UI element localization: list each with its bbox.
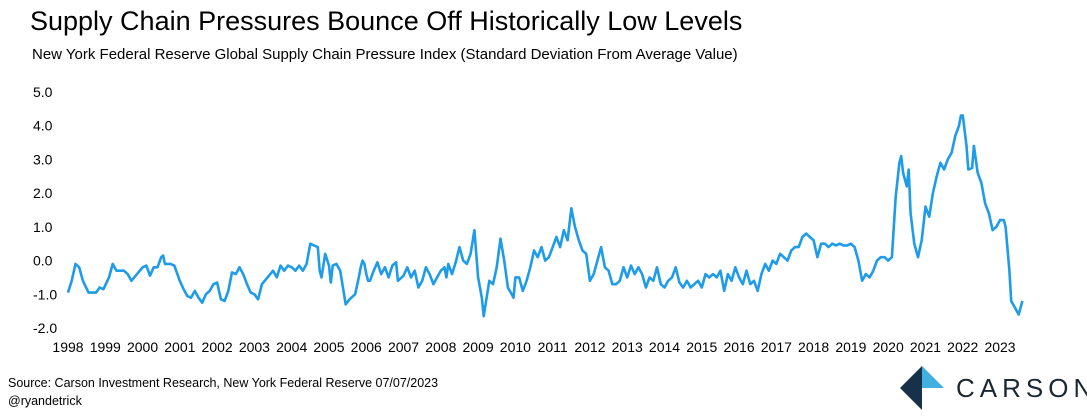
x-tick-label: 2011 [538, 339, 568, 355]
chart-subtitle: New York Federal Reserve Global Supply C… [32, 46, 738, 63]
x-tick-label: 1998 [52, 339, 83, 355]
x-tick-label: 2009 [463, 339, 494, 355]
x-tick-label: 1999 [90, 339, 121, 355]
carson-logo: CARSON [900, 366, 1087, 410]
x-tick-label: 2023 [984, 339, 1015, 355]
x-tick-label: 2021 [910, 339, 941, 355]
x-tick-label: 2004 [276, 339, 307, 355]
x-tick-label: 2020 [873, 339, 904, 355]
x-tick-label: 2008 [425, 339, 456, 355]
x-tick-label: 2018 [798, 339, 829, 355]
x-tick-label: 2012 [574, 339, 605, 355]
series-line [66, 114, 1024, 318]
y-tick-label: -1.0 [33, 286, 57, 302]
carson-logo-icon [900, 366, 944, 410]
y-tick-label: -2.0 [33, 320, 57, 336]
x-tick-label: 2003 [239, 339, 270, 355]
x-tick-label: 2002 [202, 339, 233, 355]
author-handle: @ryandetrick [8, 394, 82, 408]
source-text: Source: Carson Investment Research, New … [8, 376, 439, 390]
x-tick-label: 2013 [612, 339, 643, 355]
y-tick-label: 0.0 [33, 253, 53, 269]
y-tick-label: 5.0 [33, 84, 53, 100]
x-tick-label: 2000 [127, 339, 158, 355]
y-tick-label: 2.0 [33, 185, 53, 201]
x-tick-label: 2007 [388, 339, 419, 355]
x-tick-label: 2014 [649, 339, 680, 355]
x-tick-label: 2006 [351, 339, 382, 355]
x-tick-label: 2001 [164, 339, 195, 355]
logo-text: CARSON [956, 372, 1087, 403]
chart-title: Supply Chain Pressures Bounce Off Histor… [30, 6, 743, 36]
y-tick-label: 4.0 [33, 118, 53, 134]
y-tick-label: 3.0 [33, 151, 53, 167]
line-chart: 5.0 4.0 3.0 2.0 1.0 0.0 -1.0 -2.0 1998 1999 2000 20… [33, 84, 1024, 355]
x-tick-label: 2016 [723, 339, 754, 355]
x-tick-label: 2010 [500, 339, 531, 355]
x-tick-label: 2019 [835, 339, 866, 355]
x-tick-label: 2017 [761, 339, 792, 355]
x-tick-label: 2022 [947, 339, 978, 355]
source-note: Source: Carson Investment Research, New … [8, 374, 438, 410]
x-tick-label: 2005 [313, 339, 344, 355]
y-tick-label: 1.0 [33, 219, 53, 235]
x-tick-label: 2015 [686, 339, 717, 355]
